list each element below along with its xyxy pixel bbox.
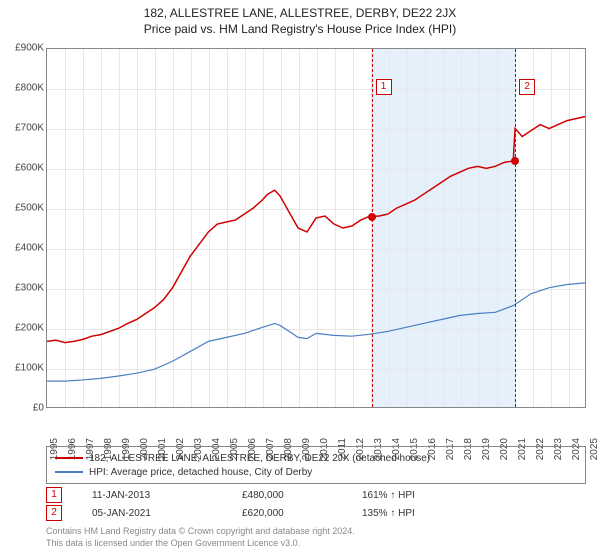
transaction-marker-1: 1 xyxy=(46,487,62,503)
y-tick-label: £100K xyxy=(4,363,44,374)
y-tick-label: £500K xyxy=(4,203,44,214)
marker-box-2: 2 xyxy=(519,79,535,95)
transaction-pct: 135% ↑ HPI xyxy=(362,508,482,519)
transaction-date: 05-JAN-2021 xyxy=(62,508,242,519)
transaction-row: 2 05-JAN-2021 £620,000 135% ↑ HPI xyxy=(46,504,482,522)
attribution-line2: This data is licensed under the Open Gov… xyxy=(46,538,355,550)
y-tick-label: £400K xyxy=(4,243,44,254)
marker-line-2 xyxy=(515,49,516,407)
transaction-price: £480,000 xyxy=(242,490,362,501)
y-tick-label: £800K xyxy=(4,83,44,94)
transaction-price: £620,000 xyxy=(242,508,362,519)
transactions-table: 1 11-JAN-2013 £480,000 161% ↑ HPI 2 05-J… xyxy=(46,486,482,522)
marker-dot-2 xyxy=(511,157,519,165)
marker-box-1: 1 xyxy=(376,79,392,95)
chart-lines-svg xyxy=(47,49,585,407)
legend-row-property: 182, ALLESTREE LANE, ALLESTREE, DERBY, D… xyxy=(55,451,577,465)
transaction-pct: 161% ↑ HPI xyxy=(362,490,482,501)
plot-area: 12 xyxy=(46,48,586,408)
title-block: 182, ALLESTREE LANE, ALLESTREE, DERBY, D… xyxy=(0,0,600,36)
transaction-marker-2: 2 xyxy=(46,505,62,521)
series-line-hpi xyxy=(47,283,585,381)
marker-line-1 xyxy=(372,49,373,407)
legend-label-hpi: HPI: Average price, detached house, City… xyxy=(89,467,312,478)
y-tick-label: £700K xyxy=(4,123,44,134)
chart-container: 182, ALLESTREE LANE, ALLESTREE, DERBY, D… xyxy=(0,0,600,560)
transaction-row: 1 11-JAN-2013 £480,000 161% ↑ HPI xyxy=(46,486,482,504)
y-tick-label: £600K xyxy=(4,163,44,174)
y-tick-label: £200K xyxy=(4,323,44,334)
y-tick-label: £900K xyxy=(4,43,44,54)
transaction-date: 11-JAN-2013 xyxy=(62,490,242,501)
legend-label-property: 182, ALLESTREE LANE, ALLESTREE, DERBY, D… xyxy=(89,453,430,464)
legend-swatch-property xyxy=(55,457,83,459)
x-tick-label: 2025 xyxy=(589,438,600,460)
y-tick-label: £0 xyxy=(4,403,44,414)
attribution-line1: Contains HM Land Registry data © Crown c… xyxy=(46,526,355,538)
title-address: 182, ALLESTREE LANE, ALLESTREE, DERBY, D… xyxy=(0,6,600,20)
title-subtitle: Price paid vs. HM Land Registry's House … xyxy=(0,22,600,36)
attribution: Contains HM Land Registry data © Crown c… xyxy=(46,526,355,549)
marker-dot-1 xyxy=(368,213,376,221)
legend-swatch-hpi xyxy=(55,471,83,473)
y-tick-label: £300K xyxy=(4,283,44,294)
legend-row-hpi: HPI: Average price, detached house, City… xyxy=(55,465,577,479)
legend-box: 182, ALLESTREE LANE, ALLESTREE, DERBY, D… xyxy=(46,446,586,484)
